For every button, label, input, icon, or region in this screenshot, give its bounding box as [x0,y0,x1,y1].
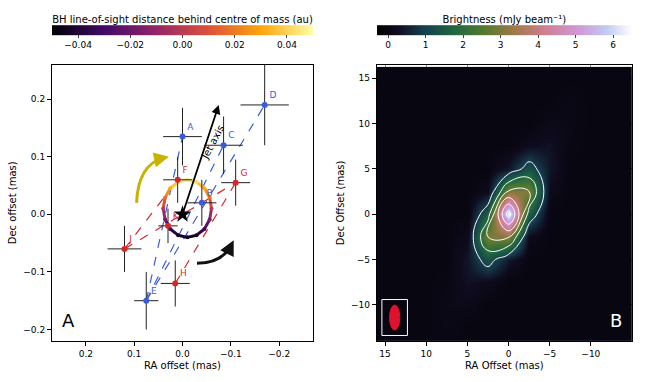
svg-text:5: 5 [364,164,370,174]
svg-text:0.1: 0.1 [127,349,141,359]
svg-text:Dec offset (mas): Dec offset (mas) [7,161,18,244]
svg-text:0.1: 0.1 [31,152,45,162]
svg-text:Brightness (mJy beam⁻¹): Brightness (mJy beam⁻¹) [443,14,567,25]
svg-text:F: F [182,165,187,175]
svg-text:Dec Offset (mas): Dec Offset (mas) [335,160,346,245]
svg-text:3: 3 [498,41,504,51]
svg-text:5: 5 [464,349,470,359]
svg-text:J: J [128,234,132,244]
svg-text:−5: −5 [357,255,370,265]
svg-text:K: K [173,211,180,221]
svg-text:−5: −5 [543,349,556,359]
svg-text:0.2: 0.2 [79,349,93,359]
svg-text:0.2: 0.2 [31,94,45,104]
svg-text:5: 5 [573,41,579,51]
svg-text:Jet axis: Jet axis [199,123,226,161]
svg-text:−10: −10 [351,300,370,310]
svg-text:10: 10 [420,349,432,359]
svg-text:−0.1: −0.1 [220,349,242,359]
svg-text:4: 4 [535,41,541,51]
svg-text:−0.02: −0.02 [117,41,145,51]
svg-text:−0.2: −0.2 [23,325,45,335]
svg-text:0.00: 0.00 [172,41,192,51]
svg-text:0: 0 [385,41,391,51]
svg-text:A: A [62,310,75,331]
svg-text:C: C [228,130,234,140]
svg-text:D: D [269,90,276,100]
svg-text:0.0: 0.0 [175,349,190,359]
svg-text:0: 0 [506,349,512,359]
svg-text:BH line-of-sight distance behi: BH line-of-sight distance behind centre … [52,14,313,25]
svg-text:15: 15 [359,73,370,83]
svg-text:10: 10 [359,119,371,129]
svg-text:0.02: 0.02 [225,41,245,51]
svg-text:2: 2 [460,41,466,51]
svg-text:RA offset (mas): RA offset (mas) [144,360,221,371]
svg-text:−0.2: −0.2 [268,349,290,359]
svg-text:6: 6 [610,41,616,51]
svg-text:E: E [151,286,157,296]
svg-text:RA Offset (mas): RA Offset (mas) [465,360,544,371]
svg-text:G: G [240,168,247,178]
svg-text:0.04: 0.04 [277,41,297,51]
svg-text:A: A [187,122,194,132]
svg-text:B: B [610,310,622,331]
svg-text:H: H [180,268,187,278]
svg-text:0.0: 0.0 [31,209,46,219]
svg-text:1: 1 [423,41,429,51]
svg-text:15: 15 [379,349,390,359]
svg-text:−10: −10 [581,349,600,359]
svg-text:B: B [207,188,213,198]
svg-text:−0.1: −0.1 [23,267,45,277]
svg-text:−0.04: −0.04 [64,41,92,51]
svg-text:0: 0 [364,209,370,219]
